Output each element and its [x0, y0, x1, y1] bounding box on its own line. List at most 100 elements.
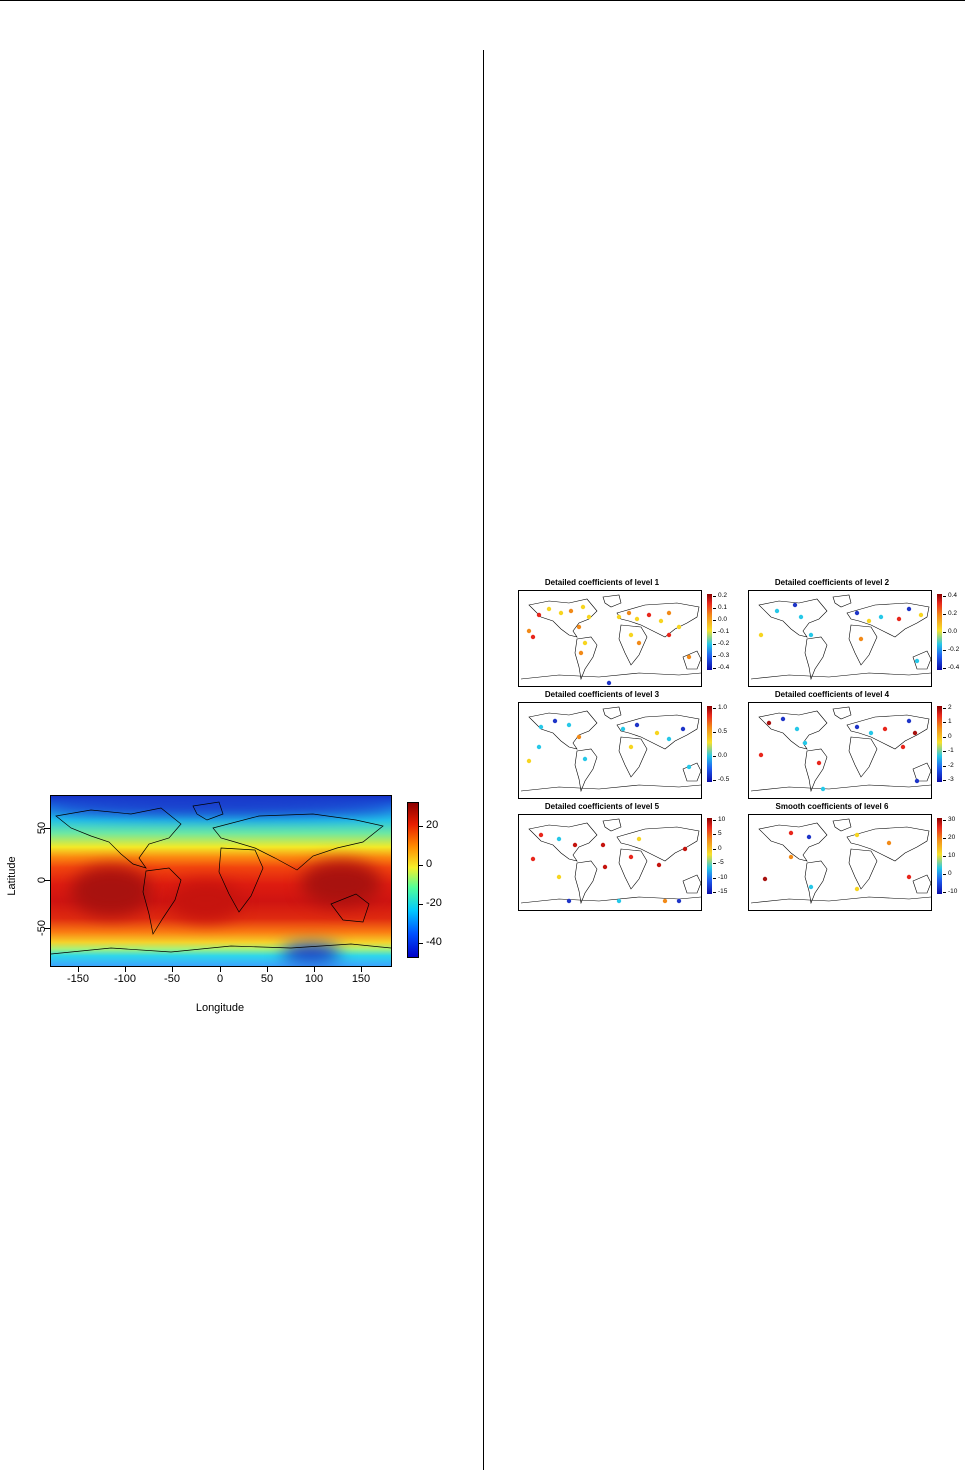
- coefficient-map-panel: Detailed coefficients of level 4 2 1 0 -1 -2 -…: [740, 687, 965, 799]
- panel-colorbar-tick: [713, 644, 716, 645]
- panel-colorbar-label: -0.4: [718, 664, 730, 671]
- y-axis-label: Latitude: [6, 856, 18, 896]
- panel-colorbar-tick: [943, 632, 946, 633]
- y-tick-mark: [44, 828, 50, 829]
- heat-blob: [281, 944, 341, 962]
- station-point: [798, 614, 804, 620]
- panel-map: [748, 702, 932, 799]
- station-point: [566, 722, 572, 728]
- panel-colorbar-label: 0.1: [718, 604, 728, 611]
- station-point: [758, 752, 764, 758]
- station-point: [546, 606, 552, 612]
- station-point: [780, 716, 786, 722]
- panel-colorbar-tick: [943, 596, 946, 597]
- heat-blob: [171, 881, 241, 921]
- station-point: [886, 840, 892, 846]
- station-point: [774, 608, 780, 614]
- panel-colorbar-label: -0.5: [718, 776, 730, 783]
- colorbar-tick: [419, 943, 423, 944]
- station-point: [626, 610, 632, 616]
- panel-colorbar-tick: [713, 863, 716, 865]
- panel-colorbar: [707, 594, 712, 670]
- panel-colorbar-tick: [943, 736, 946, 738]
- panel-colorbar-label: 5: [718, 830, 722, 838]
- station-point: [854, 886, 860, 892]
- station-point: [582, 640, 588, 646]
- station-point: [854, 832, 860, 838]
- coefficient-maps-figure: Detailed coefficients of level 1 0.2 0.1 0.…: [510, 575, 960, 911]
- panel-colorbar-label: 0.5: [718, 728, 728, 735]
- station-point: [538, 832, 544, 838]
- station-point: [576, 624, 582, 630]
- panel-colorbar-label: -0.1: [718, 628, 730, 635]
- header-rule: [0, 0, 965, 1]
- station-point: [616, 898, 622, 904]
- station-point: [918, 612, 924, 618]
- panel-colorbar-label: 0.2: [948, 610, 958, 617]
- station-point: [536, 744, 542, 750]
- panel-colorbar-label: 1: [948, 718, 952, 726]
- panel-colorbar-tick: [713, 708, 716, 709]
- y-tick-label: 0: [36, 876, 48, 884]
- station-point: [914, 658, 920, 664]
- panel-colorbar-tick: [943, 780, 946, 781]
- heat-blob: [51, 796, 391, 814]
- station-point: [820, 786, 826, 792]
- x-tick-mark: [172, 966, 173, 972]
- panel-colorbar-tick: [713, 668, 716, 669]
- panel-colorbar: [937, 594, 942, 670]
- station-point: [882, 726, 888, 732]
- station-point: [900, 744, 906, 750]
- panel-colorbar-label: 0.0: [718, 616, 728, 623]
- panel-colorbar-label: -5: [718, 859, 724, 867]
- station-point: [606, 680, 612, 686]
- panel-colorbar-label: 0.0: [718, 752, 728, 759]
- x-tick-mark: [220, 966, 221, 972]
- station-point: [628, 854, 634, 860]
- x-tick-label: 50: [260, 973, 274, 985]
- station-point: [556, 874, 562, 880]
- coefficient-map-panel: Smooth coefficients of level 6 30 20 10 0 -10: [740, 799, 965, 911]
- station-point: [896, 616, 902, 622]
- panel-colorbar-tick: [713, 732, 716, 733]
- coastline-overlay: [51, 801, 391, 955]
- station-point: [686, 654, 692, 660]
- station-point: [572, 842, 578, 848]
- station-point: [552, 718, 558, 724]
- station-point: [536, 612, 542, 618]
- panel-colorbar: [707, 706, 712, 782]
- panel-colorbar-label: -2: [948, 761, 954, 769]
- station-point: [600, 842, 606, 848]
- panel-title: Detailed coefficients of level 5: [544, 802, 660, 811]
- station-point: [620, 726, 626, 732]
- station-point: [914, 778, 920, 784]
- station-point: [628, 632, 634, 638]
- station-point: [602, 864, 608, 870]
- panel-colorbar-label: 0: [718, 844, 722, 852]
- y-tick-mark: [44, 928, 50, 929]
- panel-colorbar-label: -10: [718, 873, 728, 881]
- x-tick-mark: [361, 966, 362, 972]
- coefficient-map-panel: Detailed coefficients of level 1 0.2 0.1 0.…: [510, 575, 738, 687]
- panel-map: [518, 590, 702, 687]
- x-tick-mark: [267, 966, 268, 972]
- panel-colorbar-label: 0: [948, 870, 952, 877]
- station-point: [806, 834, 812, 840]
- panel-colorbar-tick: [943, 765, 946, 767]
- panel-colorbar-tick: [713, 656, 716, 657]
- station-point: [682, 846, 688, 852]
- station-point: [634, 722, 640, 728]
- panel-colorbar-tick: [713, 620, 716, 621]
- panel-colorbar-label: 1.0: [718, 704, 728, 711]
- station-point: [662, 898, 668, 904]
- station-point: [658, 618, 664, 624]
- x-tick-label: 100: [304, 973, 324, 985]
- panel-colorbar-tick: [713, 820, 716, 821]
- station-point: [636, 640, 642, 646]
- panel-map: [748, 590, 932, 687]
- station-point: [666, 610, 672, 616]
- colorbar-label: -40: [426, 936, 442, 948]
- station-point: [758, 632, 764, 638]
- station-point: [680, 726, 686, 732]
- station-point: [586, 614, 592, 620]
